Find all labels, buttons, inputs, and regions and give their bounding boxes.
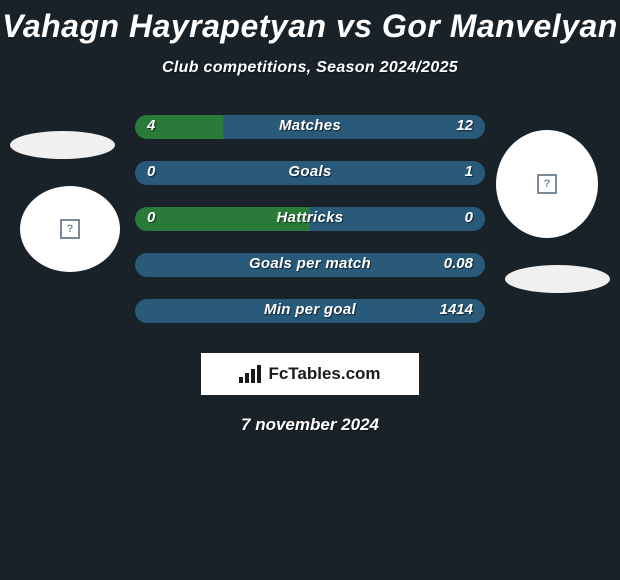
comparison-infographic: Vahagn Hayrapetyan vs Gor Manvelyan Club… (0, 8, 620, 435)
stat-label: Min per goal (135, 301, 485, 318)
stat-value-right: 1 (465, 163, 473, 180)
stat-value-right: 1414 (440, 301, 473, 318)
stat-label: Goals per match (135, 255, 485, 272)
stat-value-right: 0.08 (444, 255, 473, 272)
page-title: Vahagn Hayrapetyan vs Gor Manvelyan (0, 8, 620, 45)
player-right-badge: ? (496, 130, 598, 238)
stat-bar: 4Matches12 (135, 115, 485, 139)
chart-icon (239, 365, 261, 383)
question-icon: ? (537, 174, 557, 194)
subtitle: Club competitions, Season 2024/2025 (0, 59, 620, 77)
branding-badge: FcTables.com (201, 353, 419, 395)
date-text: 7 november 2024 (0, 415, 620, 435)
stats-area: 4Matches120Goals10Hattricks0Goals per ma… (135, 115, 485, 323)
player-left-avatar (10, 131, 115, 159)
stat-label: Goals (135, 163, 485, 180)
stat-bar: Goals per match0.08 (135, 253, 485, 277)
stat-bar: 0Hattricks0 (135, 207, 485, 231)
stat-bar: 0Goals1 (135, 161, 485, 185)
stat-label: Matches (135, 117, 485, 134)
player-left-badge: ? (20, 186, 120, 272)
question-icon: ? (60, 219, 80, 239)
stat-label: Hattricks (135, 209, 485, 226)
stat-value-right: 0 (465, 209, 473, 226)
stat-bar: Min per goal1414 (135, 299, 485, 323)
branding-text: FcTables.com (268, 364, 380, 384)
player-right-avatar (505, 265, 610, 293)
stat-value-right: 12 (456, 117, 473, 134)
